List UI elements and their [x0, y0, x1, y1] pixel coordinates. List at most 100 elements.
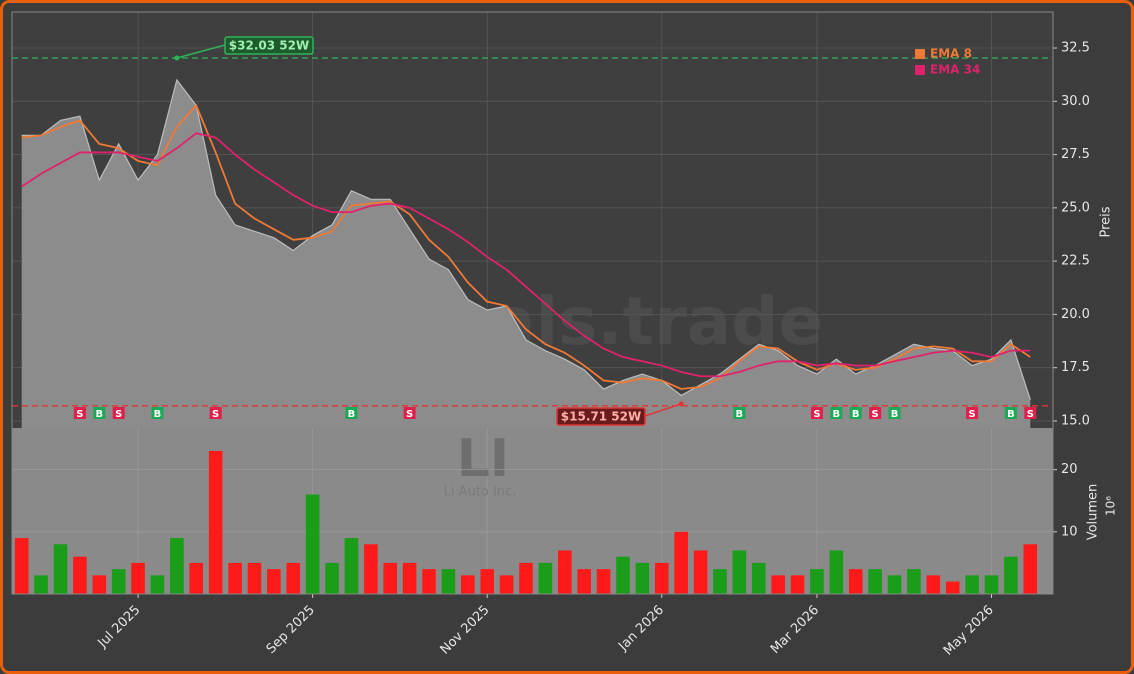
volume-bar	[1004, 556, 1018, 594]
signal-marker	[151, 407, 164, 419]
y-tick-label: 25.0	[1061, 200, 1090, 215]
volume-bar	[1023, 544, 1038, 594]
volume-bar	[170, 538, 184, 594]
volume-bar	[945, 581, 960, 594]
signal-marker	[966, 407, 979, 419]
volume-bar	[267, 569, 281, 594]
volume-bar	[383, 562, 398, 594]
y-tick-label: 10	[1061, 524, 1078, 539]
volume-bar	[790, 575, 805, 594]
signal-marker	[733, 407, 746, 419]
signal-label: B	[852, 409, 860, 420]
volume-bar	[208, 451, 223, 594]
y-axis-label: Preis	[1099, 206, 1114, 237]
price-line	[21, 78, 1031, 400]
volume-bar	[422, 569, 436, 594]
signal-label: S	[212, 409, 219, 420]
volume-bar	[984, 575, 999, 594]
signal-marker	[93, 407, 106, 419]
y-tick-label: 20	[1061, 462, 1078, 477]
volume-bar	[53, 544, 68, 594]
volume-bar	[771, 575, 785, 594]
signal-marker	[830, 407, 843, 419]
y-tick-label: 15.0	[1061, 413, 1090, 428]
volume-bar	[499, 575, 514, 594]
signal-marker	[1004, 407, 1017, 419]
y-tick-label: 20.0	[1061, 307, 1090, 322]
signal-marker	[209, 407, 222, 419]
legend-label: EMA 34	[930, 63, 980, 77]
volume-bar	[654, 562, 669, 594]
volume-bar	[111, 569, 126, 594]
y-tick-label: 22.5	[1061, 254, 1090, 269]
y-tick-label: 27.5	[1061, 147, 1090, 162]
volume-bar	[519, 562, 533, 594]
signal-label: S	[813, 409, 820, 420]
volume-bar	[810, 569, 824, 594]
signal-marker	[403, 407, 416, 419]
signal-marker	[888, 407, 901, 419]
volume-bar	[868, 569, 882, 594]
low-arrow	[644, 403, 682, 417]
signal-label: S	[1027, 409, 1034, 420]
volume-bar	[131, 562, 145, 594]
price-area	[21, 79, 1031, 428]
volume-bar	[364, 544, 378, 594]
ema-line	[21, 103, 1031, 390]
signal-label: B	[154, 409, 162, 420]
signal-label: S	[406, 409, 413, 420]
volume-bar	[73, 556, 87, 594]
signal-marker	[112, 407, 125, 419]
symbol-watermark: LI	[457, 429, 509, 489]
y-axis-label: Volumen	[1086, 484, 1101, 541]
signal-marker	[73, 407, 86, 419]
y-tick-label: 30.0	[1061, 94, 1090, 109]
signal-marker	[810, 407, 823, 419]
low-arrow-head	[678, 401, 684, 407]
volume-bar	[344, 538, 359, 594]
volume-bar	[732, 550, 747, 594]
scale-label: 10⁶	[1104, 496, 1118, 516]
signal-label: B	[833, 409, 841, 420]
volume-bar	[751, 562, 766, 594]
volume-bar	[713, 569, 727, 594]
volume-bar	[577, 569, 591, 594]
signal-marker	[345, 407, 358, 419]
signal-label: B	[891, 409, 899, 420]
volume-bar	[635, 562, 650, 594]
high-arrow-head	[174, 55, 180, 61]
volume-bar	[34, 575, 48, 594]
volume-bar	[965, 575, 979, 594]
volume-bar	[286, 562, 301, 594]
volume-bar	[887, 575, 902, 594]
volume-bar	[848, 569, 863, 594]
volume-bar	[558, 550, 572, 594]
high-label: $32.03 52W	[229, 39, 309, 53]
y-tick-label: 32.5	[1061, 41, 1090, 56]
ema-line	[21, 132, 1031, 378]
volume-bar	[461, 575, 475, 594]
volume-bar	[926, 575, 941, 594]
volume-bar	[693, 550, 708, 594]
volume-bar	[402, 562, 417, 594]
high-label-box	[224, 36, 314, 55]
signal-marker	[869, 407, 882, 419]
signal-label: B	[348, 409, 356, 420]
volume-bar	[247, 562, 262, 594]
volume-bar	[441, 569, 456, 594]
legend-label: EMA 8	[930, 47, 972, 61]
legend-swatch	[915, 49, 925, 59]
volume-bar	[92, 575, 107, 594]
signal-label: S	[115, 409, 122, 420]
volume-bar	[538, 562, 553, 594]
volume-bar	[305, 494, 320, 594]
low-label-box	[556, 407, 646, 426]
signal-marker	[1024, 407, 1037, 419]
y-tick-label: 17.5	[1061, 360, 1090, 375]
signal-label: B	[95, 409, 103, 420]
signal-label: B	[1007, 409, 1015, 420]
volume-bar	[228, 562, 242, 594]
volume-bar	[596, 569, 611, 594]
signal-label: S	[969, 409, 976, 420]
signal-label: S	[872, 409, 879, 420]
